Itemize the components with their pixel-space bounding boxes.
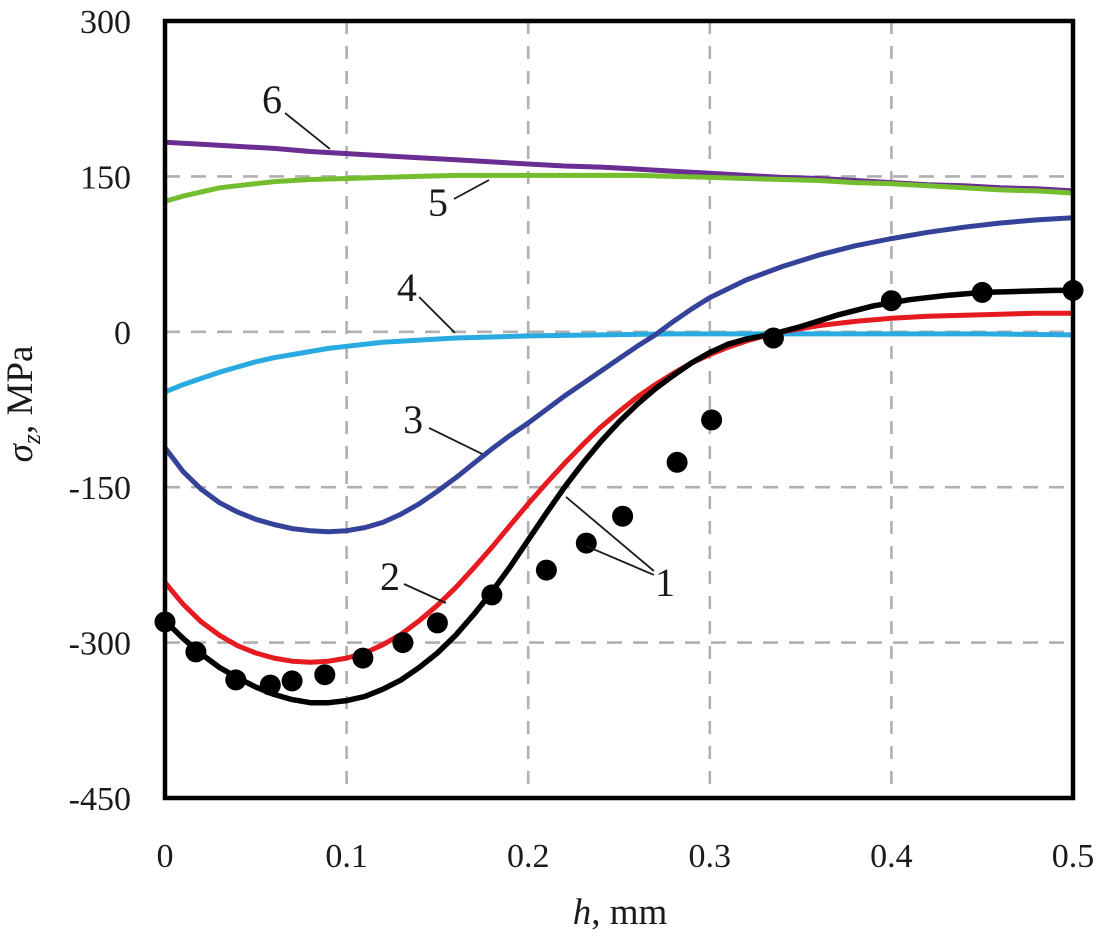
curve-2-line (163, 310, 1073, 665)
annotation-leader-4 (418, 296, 456, 334)
x-tick-label: 0.1 (325, 838, 368, 875)
annotation-leader-1 (565, 496, 655, 572)
annotation-leader-5 (453, 179, 490, 200)
data-point-curve-1 (575, 532, 597, 554)
x-axis-title: h, mm (573, 892, 668, 933)
curve-label-1: 1 (655, 560, 675, 605)
data-point-curve-1 (392, 632, 414, 654)
data-point-curve-1 (971, 281, 993, 303)
x-tick-label: 0 (157, 838, 174, 875)
data-point-curve-1 (481, 584, 503, 606)
curve-1-line (163, 287, 1073, 706)
y-tick-label: 300 (80, 4, 131, 41)
data-point-curve-1 (612, 505, 634, 527)
data-point-curve-1 (259, 674, 281, 696)
data-point-curve-1 (314, 664, 336, 686)
annotation-leader-3 (428, 427, 483, 455)
data-point-curve-1 (352, 647, 374, 669)
x-tick-label: 0.4 (870, 838, 913, 875)
curve-5-line (164, 172, 1074, 204)
y-tick-label: 0 (114, 315, 131, 352)
curve-6-line (164, 139, 1074, 194)
data-point-curve-1 (762, 327, 784, 349)
curve-label-4: 4 (397, 265, 417, 310)
curve-label-2: 2 (380, 554, 400, 599)
data-point-curve-1 (185, 641, 207, 663)
curve-4-line (164, 331, 1074, 395)
data-point-curve-1 (225, 669, 247, 691)
y-tick-label: -450 (69, 781, 131, 818)
data-point-curve-1 (880, 290, 902, 312)
annotation-leader-2 (403, 583, 447, 604)
y-tick-label: -150 (69, 470, 131, 507)
x-tick-label: 0.5 (1052, 838, 1095, 875)
x-tick-label: 0.3 (689, 838, 732, 875)
curve-label-6: 6 (262, 77, 282, 122)
y-axis-title: σz, MPa (0, 346, 46, 463)
curve-3-line (163, 215, 1074, 535)
x-tick-label: 0.2 (507, 838, 550, 875)
data-point-curve-1 (281, 670, 303, 692)
curve-label-5: 5 (428, 180, 448, 225)
annotation-leader-6 (284, 112, 331, 150)
data-point-curve-1 (426, 612, 448, 634)
data-point-curve-1 (535, 559, 557, 581)
y-tick-label: -300 (69, 626, 131, 663)
curve-label-3: 3 (403, 397, 423, 442)
data-point-curve-1 (701, 409, 723, 431)
y-tick-label: 150 (80, 159, 131, 196)
plot-frame (162, 18, 1076, 801)
annotation-leader-1 (585, 545, 655, 576)
data-point-curve-1 (666, 451, 688, 473)
